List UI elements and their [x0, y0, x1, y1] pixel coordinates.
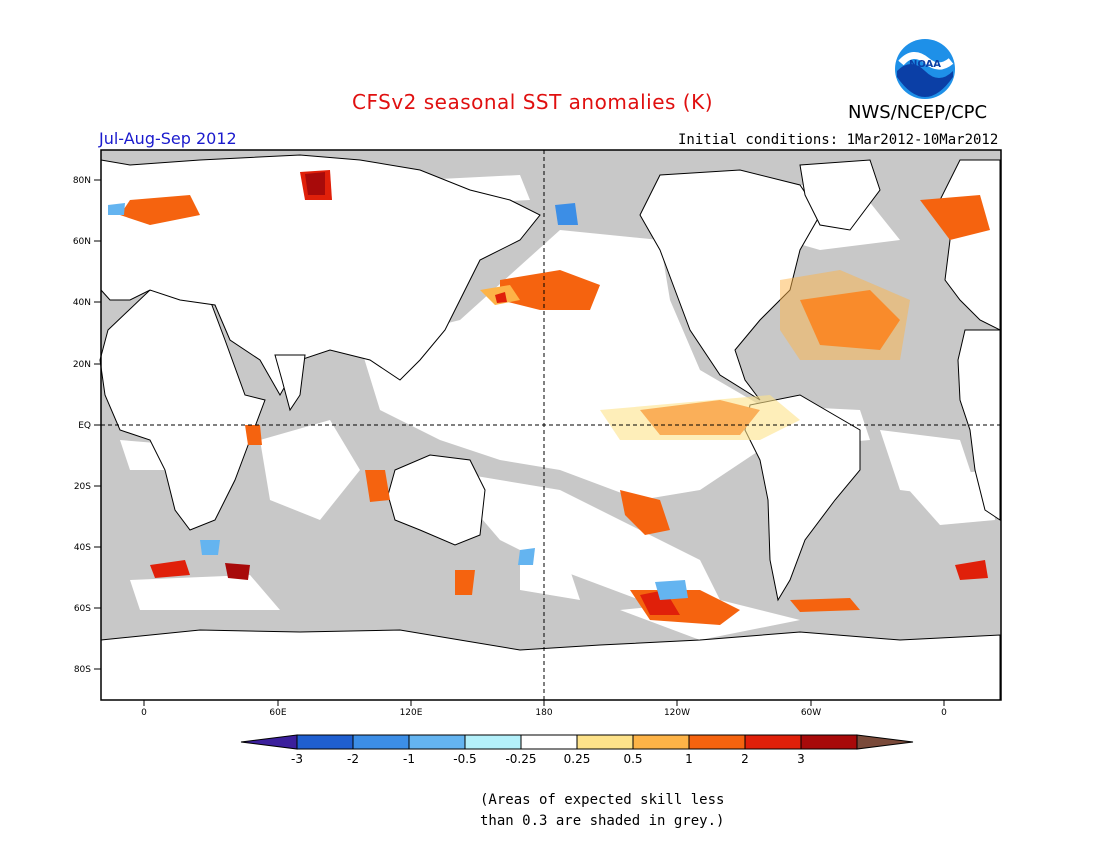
skill-footnote: (Areas of expected skill less than 0.3 a… — [480, 790, 724, 832]
colorbar-label: -1 — [403, 752, 415, 766]
continents — [99, 154, 1001, 701]
svg-text:0: 0 — [141, 708, 147, 718]
lat-tick-40n: 40N — [73, 298, 101, 308]
cool-anomaly-patches — [108, 203, 688, 600]
colorbar-label: 0.5 — [623, 752, 642, 766]
colorbar-label: 2 — [741, 752, 749, 766]
lon-tick-120w: 120W — [664, 700, 690, 718]
svg-text:120W: 120W — [664, 708, 690, 718]
colorbar-label: 0.25 — [564, 752, 591, 766]
initial-conditions-label: Initial conditions: 1Mar2012-10Mar2012 — [678, 132, 999, 148]
colorbar-swatch — [352, 734, 410, 750]
lat-tick-20n: 20N — [73, 360, 101, 370]
greenland-land — [799, 159, 881, 231]
colorbar-label: -2 — [347, 752, 359, 766]
warm-anomaly-patches — [120, 170, 990, 625]
lon-tick-60e: 60E — [269, 700, 287, 718]
svg-text:20S: 20S — [74, 482, 91, 492]
colorbar: -3 -2 -1 -0.5 -0.25 0.25 0.5 1 2 3 — [240, 734, 914, 766]
lon-tick-0: 0 — [141, 700, 147, 718]
antarctica-land — [100, 629, 1001, 701]
svg-text:0: 0 — [941, 708, 947, 718]
chart-title: CFSv2 seasonal SST anomalies (K) — [352, 90, 713, 114]
colorbar-label: 1 — [685, 752, 693, 766]
africa-land — [99, 289, 266, 531]
colorbar-label: -0.5 — [453, 752, 476, 766]
latitude-axis: 80N 60N 40N 20N EQ 20S 40S 60S 80S — [73, 176, 101, 675]
lat-tick-40s: 40S — [74, 543, 101, 553]
colorbar-swatch — [688, 734, 746, 750]
colorbar-swatch — [464, 734, 522, 750]
colorbar-swatch — [632, 734, 690, 750]
svg-text:60N: 60N — [73, 237, 91, 247]
footnote-line-1: (Areas of expected skill less — [480, 792, 725, 808]
svg-text:60S: 60S — [74, 604, 91, 614]
colorbar-swatch — [296, 734, 354, 750]
lat-tick-80n: 80N — [73, 176, 101, 186]
colorbar-swatch — [744, 734, 802, 750]
india-land — [274, 354, 306, 412]
lon-tick-180: 180 — [535, 700, 553, 718]
lat-tick-20s: 20S — [74, 482, 101, 492]
colorbar-swatch — [576, 734, 634, 750]
lon-tick-60w: 60W — [801, 700, 821, 718]
svg-text:120E: 120E — [400, 708, 423, 718]
noaa-logo-icon: NOAA — [895, 39, 955, 99]
svg-text:80N: 80N — [73, 176, 91, 186]
lat-tick-80s: 80S — [74, 665, 101, 675]
colorbar-swatch — [800, 734, 858, 750]
south-america-land — [744, 394, 861, 602]
footnote-line-2: than 0.3 are shaded in grey.) — [480, 813, 725, 829]
australia-land — [387, 454, 486, 546]
colorbar-label: -0.25 — [505, 752, 536, 766]
noaa-logo-text: NOAA — [909, 59, 941, 70]
svg-text:80S: 80S — [74, 665, 91, 675]
svg-text:40N: 40N — [73, 298, 91, 308]
lon-tick-0-right: 0 — [941, 700, 947, 718]
season-label: Jul-Aug-Sep 2012 — [99, 129, 237, 148]
svg-text:60E: 60E — [269, 708, 286, 718]
svg-text:60W: 60W — [801, 708, 821, 718]
colorbar-label: -3 — [291, 752, 303, 766]
eurasia-land — [100, 154, 541, 397]
lat-tick-eq: EQ — [78, 421, 101, 431]
svg-text:EQ: EQ — [78, 421, 91, 431]
lon-tick-120e: 120E — [400, 700, 423, 718]
colorbar-arrow-high — [856, 734, 914, 750]
colorbar-label: 3 — [797, 752, 805, 766]
colorbar-arrow-low — [240, 734, 298, 750]
lat-tick-60s: 60S — [74, 604, 101, 614]
colorbar-swatch — [408, 734, 466, 750]
svg-text:20N: 20N — [73, 360, 91, 370]
agency-label: NWS/NCEP/CPC — [848, 102, 988, 123]
svg-text:40S: 40S — [74, 543, 91, 553]
svg-text:180: 180 — [535, 708, 552, 718]
longitude-axis: 0 60E 120E 180 120W 60W 0 — [141, 700, 947, 718]
lat-tick-60n: 60N — [73, 237, 101, 247]
colorbar-swatch — [520, 734, 578, 750]
